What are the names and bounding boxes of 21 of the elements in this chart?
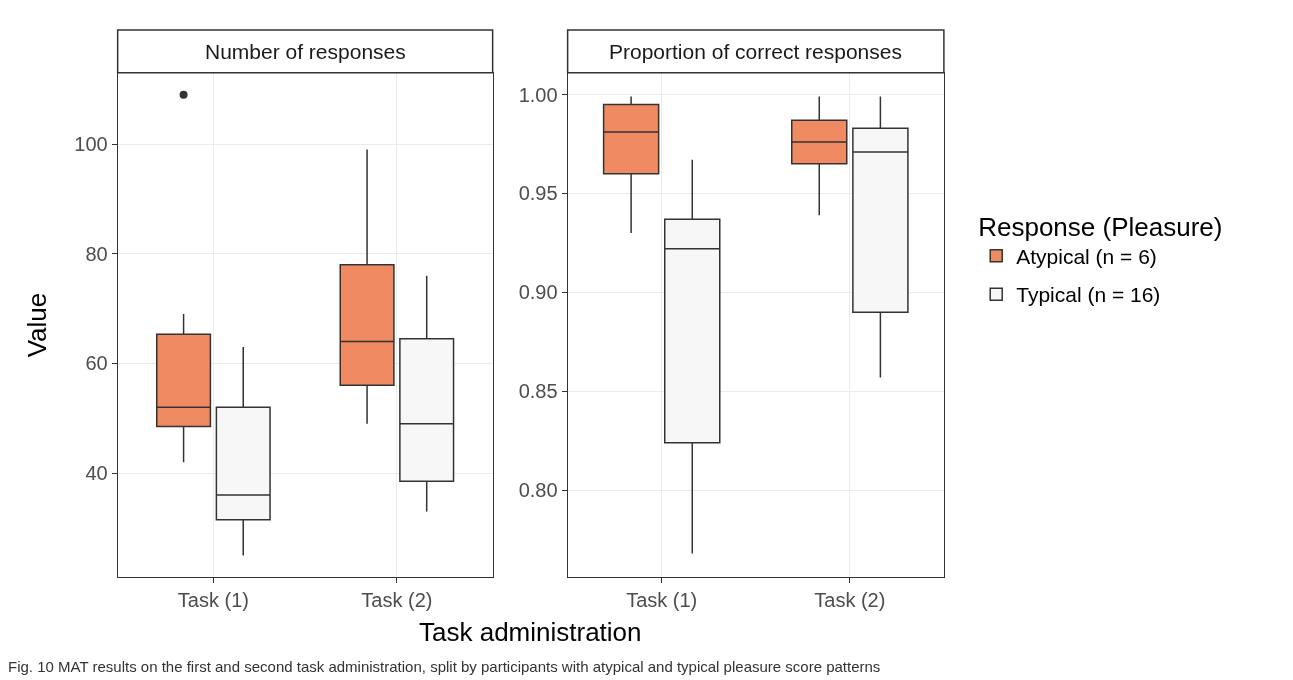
x-tick-label: Task (1) (177, 589, 249, 612)
legend-title: Response (Pleasure) (978, 211, 1223, 242)
y-tick-label: 60 (85, 352, 108, 375)
y-tick-label: 100 (74, 133, 108, 156)
y-axis-title: Value (21, 292, 52, 358)
y-tick-label: 1.00 (518, 83, 558, 106)
legend-label: Typical (n = 16) (1016, 283, 1161, 307)
caption: Fig. 10 MAT results on the first and second task administration, split by participants with atypical and typical pleasure score patterns (8, 658, 881, 675)
legend-label: Atypical (n = 6) (1016, 245, 1157, 269)
y-tick-label: 0.85 (518, 380, 558, 403)
chart-title: Number of responses (205, 40, 406, 63)
x-tick-label: Task (2) (814, 589, 886, 612)
y-tick-label: 0.80 (518, 479, 558, 502)
y-tick-label: 0.90 (518, 281, 558, 304)
y-tick-label: 40 (85, 462, 108, 485)
y-tick-label: 80 (85, 242, 108, 265)
x-tick-label: Task (2) (361, 589, 433, 612)
x-tick-label: Task (1) (626, 589, 698, 612)
chart-title: Proportion of correct responses (609, 40, 902, 63)
x-axis-title: Task administration (419, 617, 642, 647)
y-tick-label: 0.95 (518, 182, 558, 205)
